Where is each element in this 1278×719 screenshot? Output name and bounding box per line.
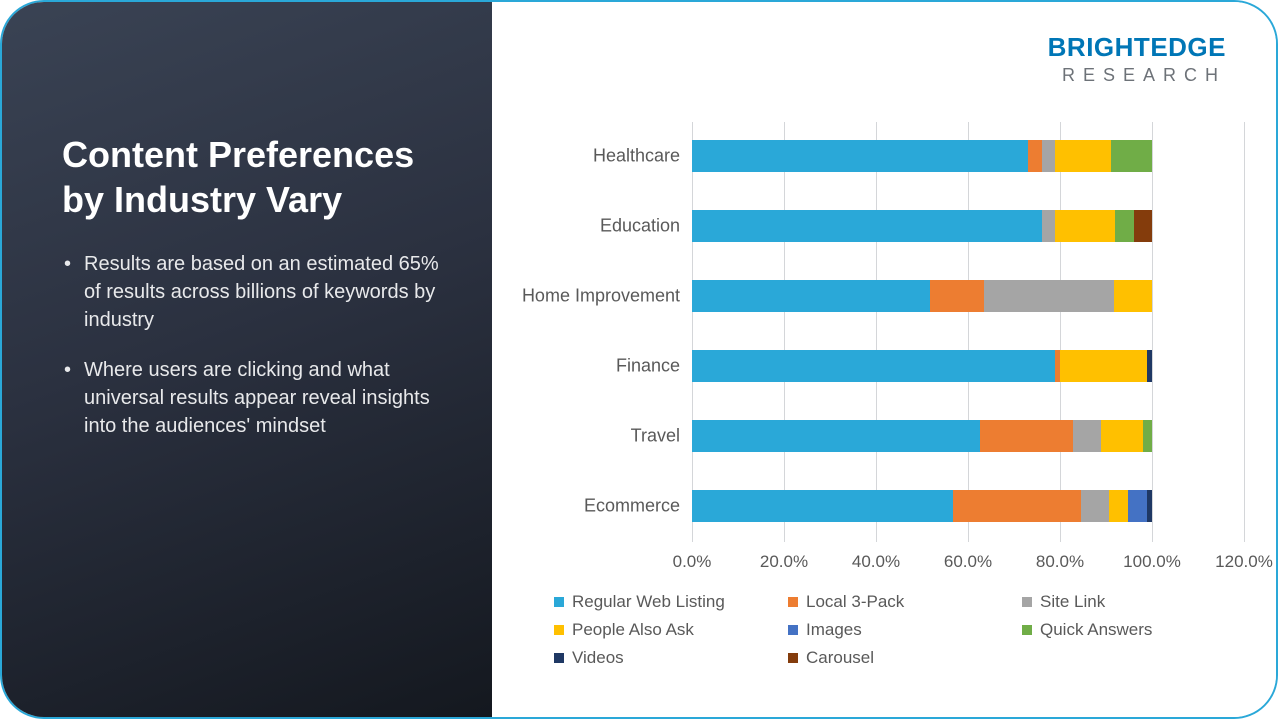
chart-bar-row: Ecommerce: [692, 490, 1152, 522]
chart-gridline: [1060, 122, 1061, 542]
legend-label: Local 3-Pack: [806, 592, 904, 612]
legend-swatch: [788, 653, 798, 663]
legend-label: Images: [806, 620, 862, 640]
brand-logo: BRIGHTEDGE RESEARCH: [1048, 32, 1226, 86]
brand-name: BRIGHTEDGE: [1048, 32, 1226, 63]
legend-item: Quick Answers: [1022, 620, 1252, 640]
chart-category-label: Ecommerce: [512, 496, 680, 517]
legend-swatch: [554, 625, 564, 635]
chart-category-label: Healthcare: [512, 146, 680, 167]
chart-gridline: [692, 122, 693, 542]
chart-category-label: Home Improvement: [512, 286, 680, 307]
chart-xtick-label: 80.0%: [1036, 552, 1084, 572]
legend-swatch: [788, 597, 798, 607]
chart-bar-segment: [1147, 490, 1152, 522]
chart-bar-segment: [1042, 210, 1056, 242]
chart-bar-segment: [1073, 420, 1101, 452]
legend-label: Site Link: [1040, 592, 1105, 612]
legend-swatch: [1022, 625, 1032, 635]
chart-bar-segment: [930, 280, 984, 312]
legend-swatch: [554, 653, 564, 663]
chart-category-label: Travel: [512, 426, 680, 447]
legend-label: Quick Answers: [1040, 620, 1152, 640]
legend-item: Images: [788, 620, 1018, 640]
chart-bar-segment: [1101, 420, 1143, 452]
chart-gridline: [1244, 122, 1245, 542]
chart-bar-segment: [1060, 350, 1147, 382]
slide-title: Content Preferences by Industry Vary: [62, 132, 446, 222]
chart-bar-segment: [1115, 210, 1133, 242]
chart-bar-segment: [692, 350, 1055, 382]
chart-xtick-label: 20.0%: [760, 552, 808, 572]
chart-bar-segment: [1134, 210, 1152, 242]
chart-xtick-label: 60.0%: [944, 552, 992, 572]
chart-bar-segment: [1143, 420, 1152, 452]
chart-bar-segment: [1128, 490, 1147, 522]
chart-bar-segment: [984, 280, 1114, 312]
chart-bar-segment: [692, 140, 1028, 172]
bullet-list: Results are based on an estimated 65% of…: [62, 250, 446, 440]
chart-xtick-label: 100.0%: [1123, 552, 1181, 572]
brand-subtitle: RESEARCH: [1048, 65, 1226, 86]
chart-bar-segment: [1042, 140, 1056, 172]
chart-bar-segment: [1114, 280, 1152, 312]
chart-gridline: [1152, 122, 1153, 542]
legend-item: Videos: [554, 648, 784, 668]
legend-item: People Also Ask: [554, 620, 784, 640]
chart-gridline: [784, 122, 785, 542]
chart-bar-segment: [1055, 140, 1110, 172]
chart-bar-segment: [692, 420, 980, 452]
chart-xtick-label: 40.0%: [852, 552, 900, 572]
chart-xtick-label: 120.0%: [1215, 552, 1273, 572]
chart-bar-row: Home Improvement: [692, 280, 1152, 312]
chart-bar-segment: [1109, 490, 1128, 522]
chart-bar-segment: [953, 490, 1081, 522]
chart-bar-segment: [1028, 140, 1042, 172]
chart-gridline: [968, 122, 969, 542]
chart-gridline: [876, 122, 877, 542]
bullet-item: Results are based on an estimated 65% of…: [62, 250, 446, 334]
chart-bar-segment: [1055, 210, 1115, 242]
chart-bar-segment: [1147, 350, 1152, 382]
chart-bar-row: Healthcare: [692, 140, 1152, 172]
chart-bar-segment: [692, 490, 953, 522]
left-panel: Content Preferences by Industry Vary Res…: [2, 2, 492, 717]
legend-item: Site Link: [1022, 592, 1252, 612]
chart-category-label: Education: [512, 216, 680, 237]
chart-bar-segment: [692, 210, 1042, 242]
legend-item: Local 3-Pack: [788, 592, 1018, 612]
right-panel: BRIGHTEDGE RESEARCH HealthcareEducationH…: [492, 2, 1276, 717]
legend-label: Videos: [572, 648, 624, 668]
chart-bar-row: Finance: [692, 350, 1152, 382]
legend-item: Carousel: [788, 648, 1018, 668]
legend-swatch: [554, 597, 564, 607]
bullet-item: Where users are clicking and what univer…: [62, 356, 446, 440]
chart-bar-row: Travel: [692, 420, 1152, 452]
chart-category-label: Finance: [512, 356, 680, 377]
chart-bar-row: Education: [692, 210, 1152, 242]
chart-bar-segment: [980, 420, 1073, 452]
chart-xtick-label: 0.0%: [673, 552, 712, 572]
legend-label: Carousel: [806, 648, 874, 668]
legend-item: Regular Web Listing: [554, 592, 784, 612]
chart-legend: Regular Web Listing Local 3-Pack Site Link…: [554, 592, 1244, 668]
slide: Content Preferences by Industry Vary Res…: [0, 0, 1278, 719]
legend-swatch: [1022, 597, 1032, 607]
chart-bar-segment: [692, 280, 930, 312]
legend-label: Regular Web Listing: [572, 592, 725, 612]
legend-label: People Also Ask: [572, 620, 694, 640]
stacked-bar-chart: Healthcare Education Home Improvement Finan…: [524, 122, 1244, 668]
legend-swatch: [788, 625, 798, 635]
chart-bar-segment: [1111, 140, 1152, 172]
chart-bar-segment: [1081, 490, 1109, 522]
